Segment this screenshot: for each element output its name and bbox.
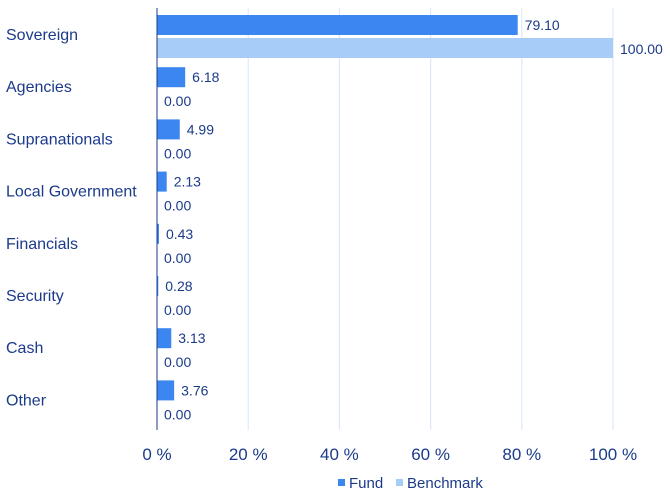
x-tick-label: 40 % <box>320 445 359 464</box>
legend-label-fund: Fund <box>349 475 383 492</box>
fund-bar <box>157 171 167 192</box>
fund-value-label: 0.28 <box>165 278 192 294</box>
benchmark-value-label: 0.00 <box>164 93 191 109</box>
category-label: Supranationals <box>6 131 113 148</box>
category-label: Sovereign <box>6 27 78 44</box>
fund-bar <box>157 67 186 88</box>
x-tick-label: 100 % <box>589 445 637 464</box>
fund-value-label: 3.13 <box>178 330 205 346</box>
x-tick-label: 80 % <box>502 445 541 464</box>
fund-value-label: 2.13 <box>174 174 201 190</box>
fund-value-label: 3.76 <box>181 382 208 398</box>
benchmark-value-label: 0.00 <box>164 302 191 318</box>
legend: Fund Benchmark <box>338 475 483 492</box>
fund-value-label: 4.99 <box>187 121 214 137</box>
x-tick-label: 20 % <box>229 445 268 464</box>
category-label: Agencies <box>6 79 72 96</box>
fund-bar <box>157 328 172 349</box>
fund-bar <box>157 223 159 244</box>
benchmark-value-label: 0.00 <box>164 250 191 266</box>
fund-bar <box>157 119 180 140</box>
legend-label-benchmark: Benchmark <box>407 475 483 492</box>
fund-bar <box>157 276 159 296</box>
x-tick-label: 0 % <box>142 445 171 464</box>
fund-value-label: 0.43 <box>166 226 193 242</box>
category-label: Security <box>6 288 64 305</box>
benchmark-bar <box>157 38 613 58</box>
legend-swatch-benchmark <box>396 479 403 486</box>
fund-value-label: 6.18 <box>192 69 219 85</box>
fund-bar <box>157 15 518 35</box>
axis-layer: 0 % 20 % 40 % 60 % 80 % 100 % <box>142 8 637 464</box>
category-label: Local Government <box>6 184 137 201</box>
grid-layer <box>247 8 614 430</box>
fund-bar <box>157 380 175 401</box>
x-tick-label: 60 % <box>411 445 450 464</box>
bars-layer <box>157 15 613 401</box>
legend-swatch-fund <box>338 479 345 486</box>
category-label: Other <box>6 392 47 409</box>
benchmark-value-label: 100.00 <box>620 41 663 57</box>
category-label: Cash <box>6 340 43 357</box>
benchmark-value-label: 0.00 <box>164 354 191 370</box>
labels-layer: Sovereign79.10100.00Agencies6.180.00Supr… <box>6 17 663 422</box>
benchmark-value-label: 0.00 <box>164 145 191 161</box>
benchmark-value-label: 0.00 <box>164 406 191 422</box>
category-label: Financials <box>6 236 78 253</box>
benchmark-value-label: 0.00 <box>164 198 191 214</box>
fund-value-label: 79.10 <box>525 17 560 33</box>
